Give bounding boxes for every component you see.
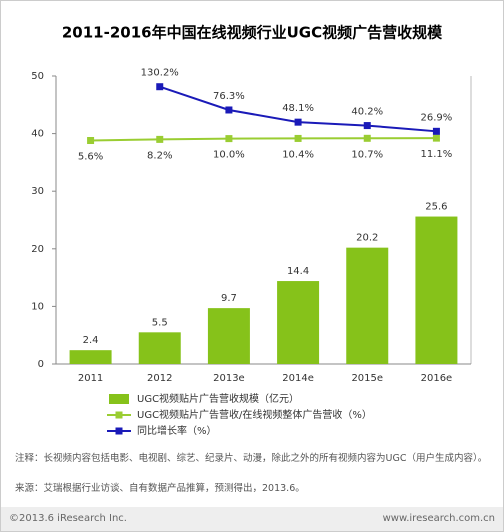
marker bbox=[363, 122, 371, 130]
bar bbox=[69, 350, 112, 364]
chart-title: 2011-2016年中国在线视频行业UGC视频广告营收规模 bbox=[62, 24, 443, 42]
marker bbox=[432, 127, 440, 135]
y-tick-label: 40 bbox=[31, 129, 44, 140]
x-tick-label: 2016e bbox=[421, 373, 453, 384]
value-label: 11.1% bbox=[421, 149, 453, 160]
x-tick-label: 2015e bbox=[351, 373, 383, 384]
bar bbox=[207, 308, 250, 364]
value-label: 40.2% bbox=[351, 107, 383, 118]
value-label: 5.6% bbox=[78, 152, 103, 163]
legend-swatch bbox=[115, 427, 123, 435]
value-label: 9.7 bbox=[221, 293, 237, 304]
y-tick-label: 20 bbox=[31, 244, 44, 255]
x-tick-label: 2013e bbox=[213, 373, 245, 384]
value-label: 26.9% bbox=[421, 112, 453, 123]
x-tick-label: 2014e bbox=[282, 373, 314, 384]
marker bbox=[156, 83, 164, 91]
legend-swatch bbox=[115, 411, 123, 419]
value-label: 76.3% bbox=[213, 91, 245, 102]
marker bbox=[294, 118, 302, 126]
marker bbox=[87, 137, 95, 145]
value-label: 130.2% bbox=[141, 68, 179, 79]
y-tick-label: 0 bbox=[38, 359, 44, 370]
y-tick-label: 10 bbox=[31, 301, 44, 312]
legend-label: 同比增长率（%） bbox=[137, 424, 217, 437]
value-label: 8.2% bbox=[147, 150, 172, 161]
marker bbox=[363, 134, 371, 142]
value-label: 20.2 bbox=[356, 233, 378, 244]
value-label: 25.6 bbox=[425, 202, 447, 213]
value-label: 5.5 bbox=[152, 317, 168, 328]
value-label: 10.4% bbox=[282, 149, 314, 160]
marker bbox=[225, 135, 233, 143]
value-label: 10.7% bbox=[351, 149, 383, 160]
value-label: 48.1% bbox=[282, 103, 314, 114]
copyright: ©2013.6 iResearch Inc. bbox=[9, 513, 127, 524]
url: www.iresearch.com.cn bbox=[382, 513, 495, 524]
x-tick-label: 2012 bbox=[147, 373, 172, 384]
footer: ©2013.6 iResearch Inc. www.iresearch.com… bbox=[1, 507, 503, 531]
line bbox=[90, 137, 437, 142]
marker bbox=[156, 135, 164, 143]
x-tick-label: 2011 bbox=[78, 373, 103, 384]
bar bbox=[346, 247, 389, 364]
bar bbox=[415, 216, 458, 364]
value-label: 10.0% bbox=[213, 150, 245, 161]
legend-label: UGC视频贴片广告营收/在线视频整体广告营收（%） bbox=[137, 408, 372, 421]
value-label: 14.4 bbox=[287, 266, 309, 277]
legend-swatch bbox=[109, 394, 129, 404]
marker bbox=[225, 106, 233, 114]
y-tick-label: 50 bbox=[31, 71, 44, 82]
y-tick-label: 30 bbox=[31, 186, 44, 197]
note: 注释：长视频内容包括电影、电视剧、综艺、纪录片、动漫，除此之外的所有视频内容为U… bbox=[15, 453, 488, 464]
marker bbox=[294, 134, 302, 142]
legend-label: UGC视频贴片广告营收规模（亿元） bbox=[137, 392, 299, 405]
bar bbox=[277, 281, 320, 364]
marker bbox=[432, 134, 440, 142]
value-label: 2.4 bbox=[83, 335, 99, 346]
bar bbox=[138, 332, 181, 364]
source: 来源：艾瑞根据行业访谈、自有数据产品推算，预测得出，2013.6。 bbox=[15, 483, 305, 494]
